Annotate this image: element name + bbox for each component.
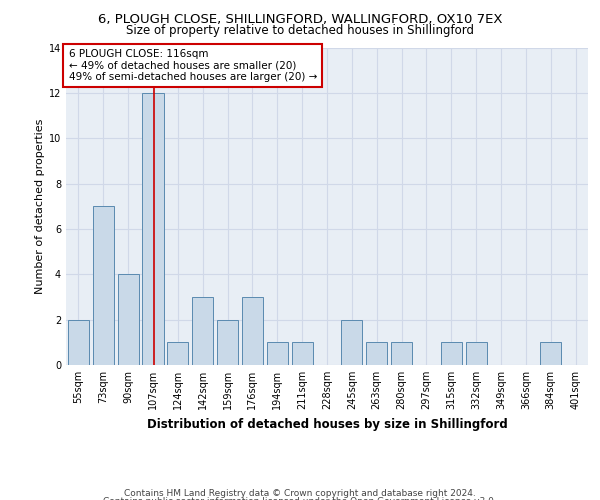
Bar [540,342,561,365]
Bar [142,93,164,365]
Bar [68,320,89,365]
Bar [292,342,313,365]
Bar [217,320,238,365]
Bar [167,342,188,365]
Bar [366,342,387,365]
Text: Contains public sector information licensed under the Open Government Licence v3: Contains public sector information licen… [103,496,497,500]
Text: 6, PLOUGH CLOSE, SHILLINGFORD, WALLINGFORD, OX10 7EX: 6, PLOUGH CLOSE, SHILLINGFORD, WALLINGFO… [98,12,502,26]
Bar [341,320,362,365]
X-axis label: Distribution of detached houses by size in Shillingford: Distribution of detached houses by size … [146,418,508,430]
Y-axis label: Number of detached properties: Number of detached properties [35,118,44,294]
Bar [267,342,288,365]
Bar [466,342,487,365]
Bar [118,274,139,365]
Text: 6 PLOUGH CLOSE: 116sqm
← 49% of detached houses are smaller (20)
49% of semi-det: 6 PLOUGH CLOSE: 116sqm ← 49% of detached… [68,49,317,82]
Bar [192,297,213,365]
Text: Size of property relative to detached houses in Shillingford: Size of property relative to detached ho… [126,24,474,37]
Bar [391,342,412,365]
Text: Contains HM Land Registry data © Crown copyright and database right 2024.: Contains HM Land Registry data © Crown c… [124,489,476,498]
Bar [242,297,263,365]
Bar [93,206,114,365]
Bar [441,342,462,365]
